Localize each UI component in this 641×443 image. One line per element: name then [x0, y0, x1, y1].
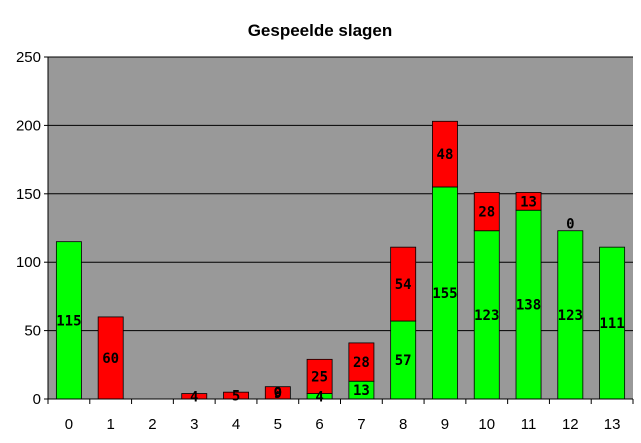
y-tick-labels: 0 50 100 150 200 250 [16, 49, 41, 408]
data-label: 0 [566, 217, 574, 233]
y-tick-label: 50 [24, 323, 41, 340]
data-label: 13 [353, 383, 370, 399]
bar-segment [515, 192, 542, 211]
data-label: 54 [395, 277, 412, 293]
data-label: 60 [102, 351, 119, 367]
data-label: 28 [353, 355, 370, 371]
y-tick-label: 250 [16, 49, 41, 66]
data-label: 155 [432, 286, 457, 302]
x-tick-label: 9 [441, 416, 449, 433]
data-label: 123 [558, 308, 583, 324]
y-tick-label: 150 [16, 186, 41, 203]
x-tick-label: 4 [232, 416, 240, 433]
bar-segment [432, 120, 458, 188]
bar-segment [473, 192, 500, 232]
bars [55, 120, 626, 400]
x-tick-label: 7 [357, 416, 365, 433]
data-label: 48 [437, 147, 454, 163]
y-tick-label: 200 [16, 117, 41, 134]
x-tick-label: 1 [107, 416, 115, 433]
x-tick-label: 3 [190, 416, 198, 433]
x-tick-label: 11 [521, 416, 537, 433]
data-label: 0 [274, 385, 282, 401]
x-tick-label: 10 [478, 416, 495, 433]
bar-segment [515, 209, 542, 400]
x-tick-label: 0 [65, 416, 73, 433]
x-tick-label: 6 [315, 416, 323, 433]
bar-segment [55, 241, 82, 400]
data-label: 4 [315, 389, 323, 405]
data-label: 13 [520, 194, 537, 210]
y-tick-label: 100 [16, 254, 41, 271]
bar-segment [473, 230, 500, 400]
data-label: 115 [56, 313, 81, 329]
data-label: 5 [232, 389, 240, 405]
bar-segment [306, 358, 333, 394]
bar-segment [557, 230, 584, 400]
y-tick-label: 0 [33, 391, 41, 408]
data-label: 28 [478, 205, 495, 221]
data-label: 111 [599, 316, 624, 332]
bar-segment [390, 246, 417, 322]
bar-segment [390, 320, 417, 400]
chart-title: Gespeelde slagen [248, 21, 393, 40]
axes [44, 56, 634, 404]
x-tick-labels: 0 1 2 3 4 5 6 7 8 9 10 11 12 13 [65, 416, 621, 433]
x-tick-label: 12 [562, 416, 579, 433]
data-label: 57 [395, 353, 412, 369]
bar-segment [348, 342, 375, 382]
data-label: 9 [274, 386, 282, 402]
data-label: 4 [190, 389, 198, 405]
data-label: 123 [474, 308, 499, 324]
x-tick-label: 2 [148, 416, 156, 433]
bar-segment [599, 246, 626, 400]
x-tick-label: 13 [604, 416, 621, 433]
x-tick-label: 5 [274, 416, 282, 433]
plot-area [48, 57, 633, 399]
data-label: 138 [516, 298, 541, 314]
data-label: 25 [311, 369, 328, 385]
x-tick-label: 8 [399, 416, 407, 433]
